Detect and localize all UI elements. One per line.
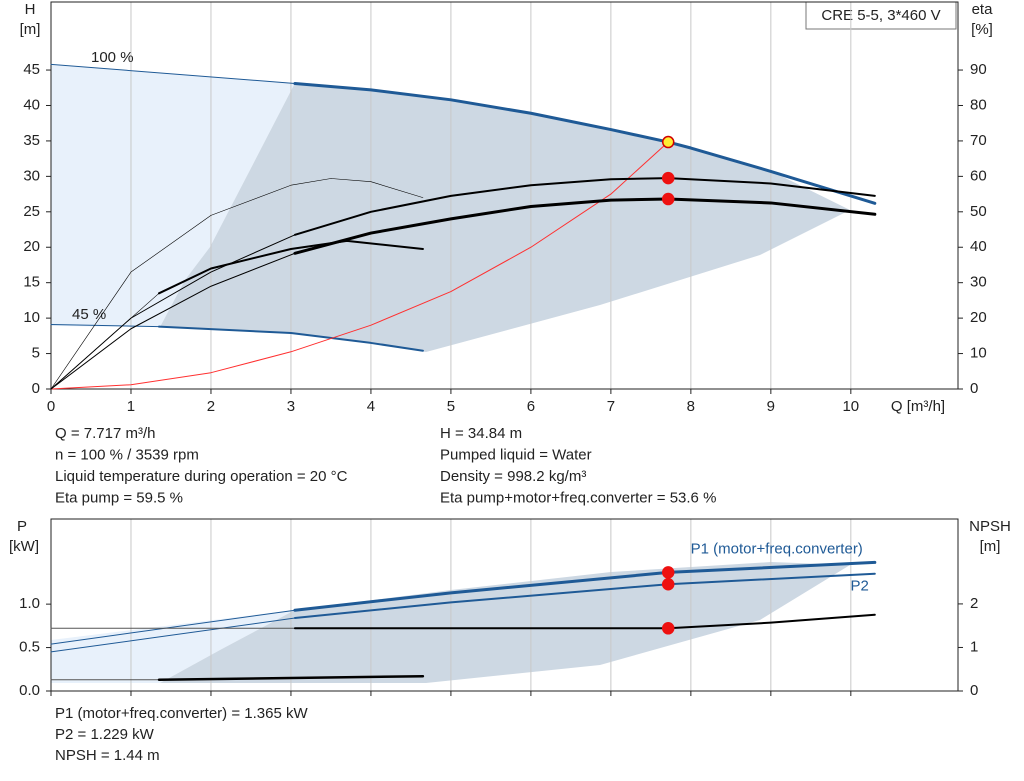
y-tick-label: 15 bbox=[23, 274, 40, 291]
y-axis-label: H bbox=[25, 1, 36, 18]
y-tick-label: 5 bbox=[32, 345, 40, 362]
curve bbox=[50, 178, 424, 390]
y-tick-label: 0.5 bbox=[19, 639, 40, 656]
plot-frame bbox=[50, 1, 959, 390]
curve bbox=[157, 325, 424, 352]
y2-axis-unit: [m] bbox=[980, 538, 1001, 555]
info-line: H = 34.84 m bbox=[440, 425, 522, 442]
y-axis-label: P bbox=[17, 518, 27, 535]
info-line: Pumped liquid = Water bbox=[440, 446, 592, 463]
range-area bbox=[160, 83, 850, 352]
x-tick-label: 3 bbox=[287, 398, 295, 415]
curve bbox=[293, 82, 877, 205]
y2-tick-label: 90 bbox=[970, 61, 987, 78]
y2-tick-label: 30 bbox=[970, 274, 987, 291]
curve bbox=[50, 324, 160, 328]
curve bbox=[293, 613, 876, 630]
info-line: P1 (motor+freq.converter) = 1.365 kW bbox=[55, 705, 308, 722]
y-tick-label: 20 bbox=[23, 238, 40, 255]
y-axis-unit: [kW] bbox=[9, 538, 39, 555]
y2-tick-label: 1 bbox=[970, 638, 978, 655]
y-axis-unit: [m] bbox=[20, 21, 41, 38]
x-tick-label: 0 bbox=[47, 398, 55, 415]
info-line: Liquid temperature during operation = 20… bbox=[55, 468, 348, 485]
annotation: 45 % bbox=[72, 306, 106, 323]
y-tick-label: 45 bbox=[23, 61, 40, 78]
curve bbox=[293, 560, 877, 612]
x-tick-label: 6 bbox=[527, 398, 535, 415]
x-tick-label: 5 bbox=[447, 398, 455, 415]
info-line: Eta pump = 59.5 % bbox=[55, 489, 183, 506]
curve bbox=[50, 141, 669, 390]
curve bbox=[293, 197, 877, 255]
plot-frame bbox=[50, 518, 959, 692]
y-tick-label: 25 bbox=[23, 203, 40, 220]
y-tick-label: 10 bbox=[23, 309, 40, 326]
curve bbox=[157, 674, 425, 681]
y-tick-label: 30 bbox=[23, 167, 40, 184]
operating-point bbox=[661, 135, 675, 149]
x-tick-label: 9 bbox=[767, 398, 775, 415]
operating-point bbox=[661, 577, 675, 591]
y2-axis-label: NPSH bbox=[969, 518, 1011, 535]
y-tick-label: 0 bbox=[32, 380, 40, 397]
info-line: NPSH = 1.44 m bbox=[55, 747, 160, 764]
y2-tick-label: 2 bbox=[970, 595, 978, 612]
y2-tick-label: 10 bbox=[970, 345, 987, 362]
y2-axis-label: eta bbox=[972, 1, 994, 18]
y2-tick-label: 0 bbox=[970, 682, 978, 699]
series-label: P2 bbox=[850, 578, 868, 595]
y2-axis-unit: [%] bbox=[971, 21, 993, 38]
curve bbox=[293, 572, 876, 620]
info-line: Density = 998.2 kg/m³ bbox=[440, 468, 586, 485]
y2-tick-label: 0 bbox=[970, 380, 978, 397]
y2-tick-label: 80 bbox=[970, 96, 987, 113]
pump-label: CRE 5-5, 3*460 V bbox=[821, 7, 940, 24]
curve bbox=[293, 177, 876, 236]
y-tick-label: 40 bbox=[23, 96, 40, 113]
curve bbox=[50, 63, 296, 85]
x-tick-label: 7 bbox=[607, 398, 615, 415]
y2-tick-label: 70 bbox=[970, 132, 987, 149]
y-tick-label: 1.0 bbox=[19, 595, 40, 612]
curve bbox=[50, 293, 160, 390]
curve bbox=[157, 239, 424, 295]
y2-tick-label: 40 bbox=[970, 238, 987, 255]
operating-point bbox=[661, 566, 675, 579]
info-line: Q = 7.717 m³/h bbox=[55, 425, 155, 442]
operating-point bbox=[661, 192, 675, 206]
operating-point bbox=[661, 622, 675, 635]
x-tick-label: 10 bbox=[842, 398, 859, 415]
y2-tick-label: 60 bbox=[970, 167, 987, 184]
x-tick-label: 4 bbox=[367, 398, 375, 415]
curve bbox=[50, 609, 296, 645]
range-area bbox=[160, 562, 850, 683]
series-label: P1 (motor+freq.converter) bbox=[691, 540, 863, 557]
y2-tick-label: 20 bbox=[970, 309, 987, 326]
x-tick-label: 8 bbox=[687, 398, 695, 415]
x-tick-label: 2 bbox=[207, 398, 215, 415]
annotation: 100 % bbox=[91, 49, 134, 66]
curve bbox=[50, 617, 296, 653]
info-line: Eta pump+motor+freq.converter = 53.6 % bbox=[440, 489, 716, 506]
info-line: n = 100 % / 3539 rpm bbox=[55, 446, 199, 463]
curve bbox=[50, 252, 296, 390]
y-tick-label: 35 bbox=[23, 132, 40, 149]
y-tick-label: 0.0 bbox=[19, 682, 40, 699]
x-tick-label: 1 bbox=[127, 398, 135, 415]
y2-tick-label: 50 bbox=[970, 203, 987, 220]
range-area-light bbox=[51, 65, 295, 327]
pump-label-box bbox=[805, 1, 957, 30]
operating-point bbox=[661, 171, 675, 185]
info-line: P2 = 1.229 kW bbox=[55, 726, 155, 743]
x-axis-label: Q [m³/h] bbox=[891, 398, 945, 415]
